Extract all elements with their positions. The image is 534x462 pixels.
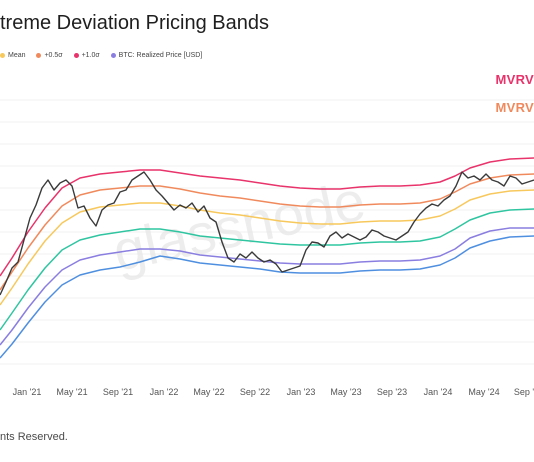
legend-label-plus-one-sigma: +1.0σ — [81, 52, 100, 59]
legend-label-realized-price: BTC: Realized Price [USD] — [118, 52, 203, 59]
x-tick-label: Jan '23 — [287, 387, 316, 397]
chart-plot[interactable]: glassnode Jan '21 May '21 Sep '21 Jan '22 Ma… — [0, 60, 534, 405]
x-tick-label: May '23 — [330, 387, 361, 397]
x-axis-ticks: Jan '21 May '21 Sep '21 Jan '22 May '22 Sep '… — [13, 387, 534, 397]
series-line-6 — [0, 171, 534, 296]
series-line-3 — [0, 208, 534, 331]
legend-dot-realized-price — [110, 52, 116, 58]
legend-item-plus-half-sigma[interactable]: +0.5σ — [36, 52, 63, 59]
legend-item-plus-one-sigma[interactable]: +1.0σ — [73, 52, 100, 59]
x-tick-label: Jan '22 — [150, 387, 179, 397]
series-line-4-btc-realized-price-usd — [0, 227, 534, 346]
legend-dot-plus-half-sigma — [36, 52, 42, 58]
x-tick-label: Jan '24 — [424, 387, 453, 397]
x-tick-label: Sep ' — [514, 387, 534, 397]
x-tick-label: May '22 — [193, 387, 224, 397]
chart-title: treme Deviation Pricing Bands — [0, 12, 270, 34]
legend-label-mean: Mean — [8, 52, 26, 59]
legend-item-realized-price[interactable]: BTC: Realized Price [USD] — [110, 52, 203, 59]
legend: Mean +0.5σ +1.0σ BTC: Realized Price [US… — [0, 52, 211, 59]
x-tick-label: Jan '21 — [13, 387, 42, 397]
series-line-2-mean — [0, 189, 534, 306]
series-line-5 — [0, 235, 534, 359]
x-tick-label: Sep '23 — [377, 387, 407, 397]
mvrv-top-tag: MVRV — [495, 72, 534, 87]
x-tick-label: Sep '22 — [240, 387, 270, 397]
legend-label-plus-half-sigma: +0.5σ — [44, 52, 63, 59]
series-line-1-0-5 — [0, 173, 534, 291]
x-tick-label: May '24 — [468, 387, 499, 397]
x-tick-label: Sep '21 — [103, 387, 133, 397]
x-tick-label: May '21 — [56, 387, 87, 397]
legend-dot-plus-one-sigma — [73, 52, 79, 58]
legend-item-mean[interactable]: Mean — [0, 52, 26, 59]
footer-text: nts Reserved. — [0, 431, 68, 443]
mvrv-bottom-tag: MVRV — [495, 100, 534, 115]
series-group — [0, 157, 534, 359]
legend-dot-mean — [0, 52, 5, 58]
series-line-0-1-0 — [0, 157, 534, 277]
